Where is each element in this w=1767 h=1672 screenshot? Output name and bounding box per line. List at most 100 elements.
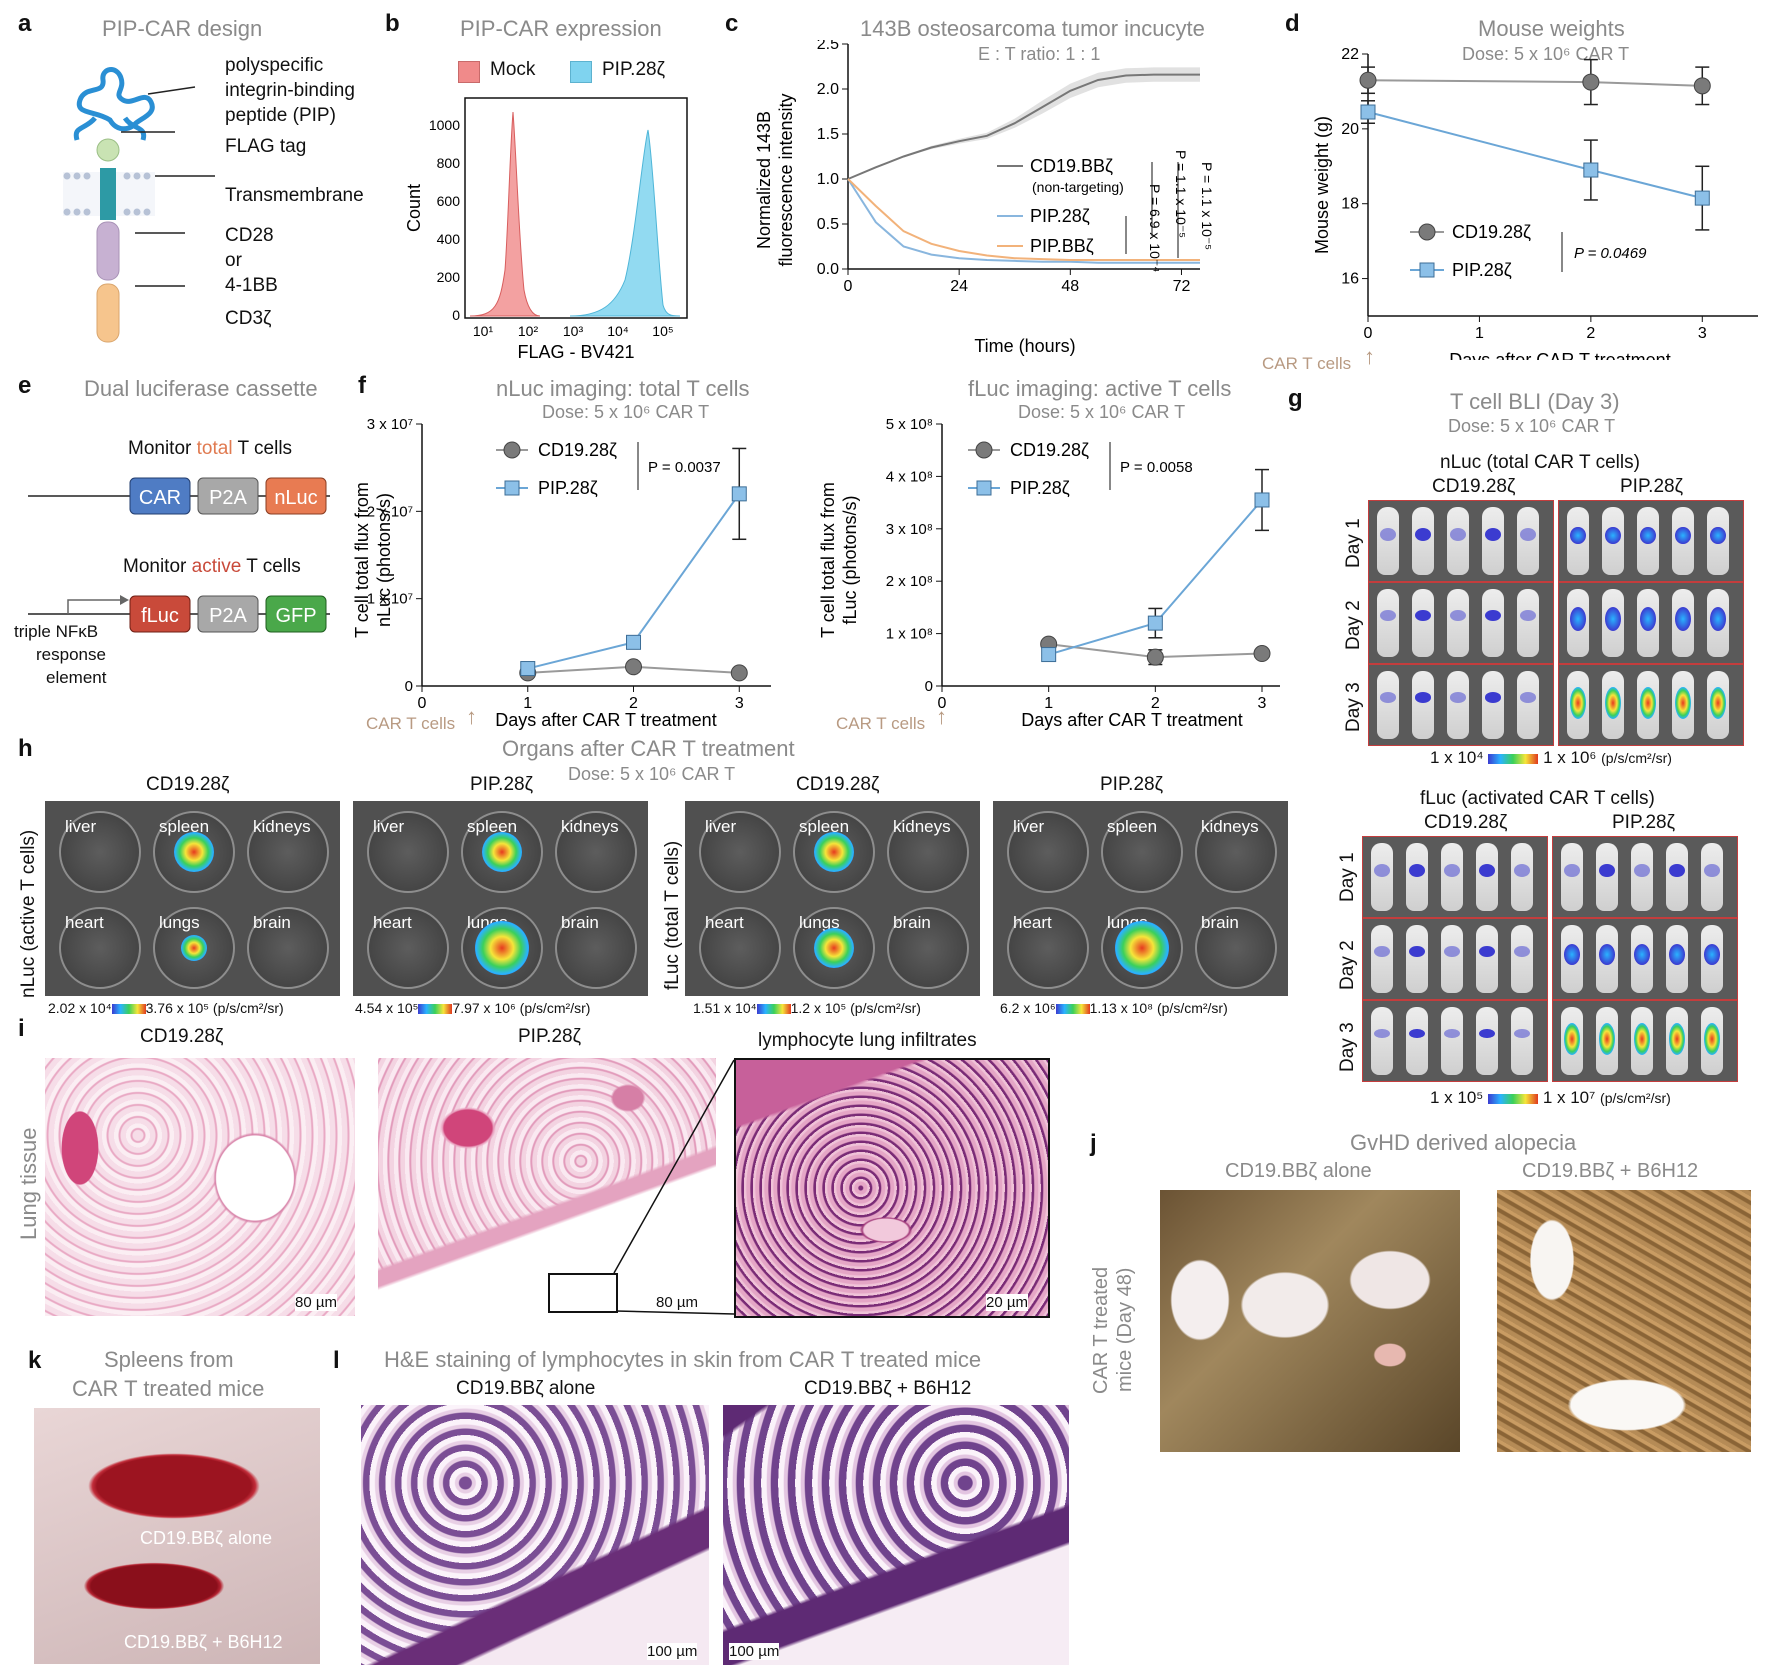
c-legend-pip28: PIP.28ζ — [1030, 206, 1090, 226]
mock-histogram — [469, 111, 541, 317]
point-marker — [1582, 73, 1600, 91]
bli-signal-blob — [1380, 527, 1396, 541]
g-nluc-group-cd19: CD19.28ζ — [1432, 476, 1516, 497]
mouse-image — [1447, 507, 1469, 575]
organ-label-spleen: spleen — [159, 817, 210, 836]
bli-signal-blob — [1450, 692, 1466, 703]
bli-signal-blob — [1634, 1023, 1650, 1055]
h-organ-plates: liver spleen kidneys heart lungs brain liver sp… — [0, 0, 1288, 996]
bli-signal-blob — [1564, 1023, 1580, 1055]
y-tick-label: 1 x 10⁸ — [886, 626, 933, 643]
mouse-image — [1672, 589, 1694, 657]
bli-signal-blob — [1669, 1023, 1685, 1055]
panel-h-title: Organs after CAR T treatment — [502, 736, 795, 761]
organ-signal-blob — [174, 832, 214, 872]
mouse-image — [1561, 925, 1583, 993]
i-zoom-connector — [613, 1059, 735, 1315]
bli-signal-blob — [1485, 527, 1501, 541]
d-legend-cd19: CD19.28ζ — [1452, 222, 1531, 242]
b-xtick-4: 10⁴ — [607, 323, 629, 339]
d-pvalue: P = 0.0469 — [1574, 245, 1647, 262]
flag-tag-label: FLAG tag — [225, 136, 307, 157]
y-tick-label: 4 x 10⁸ — [886, 468, 933, 485]
h-group-2: PIP.28ζ — [470, 774, 533, 795]
cassette-fluc: fLuc — [141, 605, 179, 627]
mouse-image — [1707, 589, 1729, 657]
bli-signal-blob — [1710, 607, 1726, 631]
i-scalebar-3-text: 20 µm — [986, 1294, 1028, 1311]
b-xtick-5: 10⁵ — [652, 323, 673, 339]
d-xlabel: Days after CAR T treatment — [1449, 350, 1670, 360]
mouse-image — [1567, 507, 1589, 575]
organ-well: kidneys — [887, 811, 969, 893]
monitor-total-label: Monitor total T cells — [128, 438, 292, 460]
g-fluc-image-grid — [1362, 836, 1740, 1082]
panel-letter-b: b — [385, 10, 400, 37]
organ-signal-blob — [181, 935, 207, 961]
i-side-label: Lung tissue — [16, 1127, 41, 1240]
y-tick-label: 0.0 — [817, 261, 839, 278]
mouse-image — [1476, 925, 1498, 993]
f1-legend-pip: PIP.28ζ — [538, 478, 598, 498]
bli-signal-blob — [1485, 610, 1501, 622]
mouse-image — [1637, 671, 1659, 739]
panel-f1-plot-area — [416, 423, 771, 692]
h-colorbar-4 — [1055, 1004, 1090, 1015]
organ-well: liver — [367, 811, 449, 893]
transmembrane-icon — [100, 168, 116, 220]
bli-signal-blob — [1605, 526, 1621, 545]
bli-image-tile — [1368, 582, 1554, 664]
bli-signal-blob — [1640, 687, 1656, 719]
bli-signal-blob — [1514, 1028, 1530, 1039]
point-marker — [1254, 492, 1270, 508]
b-ytick-400: 400 — [437, 231, 461, 247]
mouse-image — [1412, 671, 1434, 739]
c-xlabel: Time (hours) — [974, 336, 1075, 356]
bli-signal-blob — [1669, 863, 1685, 878]
bli-signal-blob — [1675, 526, 1691, 545]
mouse-image — [1631, 1007, 1653, 1075]
organ-well: brain — [887, 907, 969, 989]
mouse-image — [1672, 671, 1694, 739]
f1-ylabel-line1: T cell total flux from — [352, 482, 372, 638]
f2-pvalue: P = 0.0058 — [1120, 459, 1193, 476]
monitor-active-post: T cells — [241, 556, 301, 577]
mouse-image — [1596, 1007, 1618, 1075]
organ-well: kidneys — [247, 811, 329, 893]
g-nluc-scale-unit: (p/s/cm²/sr) — [1601, 750, 1672, 766]
organ-well: brain — [1195, 907, 1277, 989]
mouse-image — [1561, 843, 1583, 911]
l-scalebar-1-text: 100 µm — [647, 1643, 698, 1660]
costim-domain-icon — [96, 221, 120, 281]
y-tick-label: 0 — [925, 678, 933, 695]
bli-signal-blob — [1380, 610, 1396, 622]
k-label-1: CD19.BBζ alone — [140, 1528, 273, 1548]
h-scale-1-max: 3.76 x 10⁵ — [145, 1000, 210, 1016]
h-colorbar-2 — [418, 1004, 453, 1015]
organ-label-liver: liver — [373, 817, 405, 836]
bli-signal-blob — [1514, 863, 1530, 877]
c-pvalue-2: P = 1.1 x 10⁻⁵ — [1173, 150, 1189, 238]
bli-signal-blob — [1675, 607, 1691, 631]
b-ytick-600: 600 — [437, 193, 461, 209]
h-scale-1-min: 2.02 x 10⁴ — [48, 1000, 112, 1016]
panel-b-legend-mock: Mock — [490, 59, 536, 80]
bli-signal-blob — [1479, 1028, 1495, 1039]
organ-label-heart: heart — [373, 913, 412, 932]
panel-letter-e: e — [18, 372, 32, 399]
y-tick-label: 3 x 10⁷ — [367, 416, 413, 433]
organ-label-brain: brain — [893, 913, 931, 932]
mouse-image — [1596, 843, 1618, 911]
organ-well: spleen — [1101, 811, 1183, 893]
mouse-image — [1511, 925, 1533, 993]
organ-well: spleen — [461, 811, 543, 893]
organ-label-lungs: lungs — [799, 913, 840, 932]
j-group-2: CD19.BBζ + B6H12 — [1522, 1160, 1699, 1182]
panel-letter-h: h — [18, 735, 33, 762]
panel-h-subtitle: Dose: 5 x 10⁶ CAR T — [568, 764, 736, 784]
g-fluc-scale: 1 x 10⁵ 1 x 10⁷ (p/s/cm²/sr) — [1430, 1088, 1671, 1108]
point-marker — [1694, 190, 1710, 206]
pip-label-line2: integrin-binding — [225, 80, 355, 101]
mouse-image — [1631, 925, 1653, 993]
mouse-image — [1602, 671, 1624, 739]
